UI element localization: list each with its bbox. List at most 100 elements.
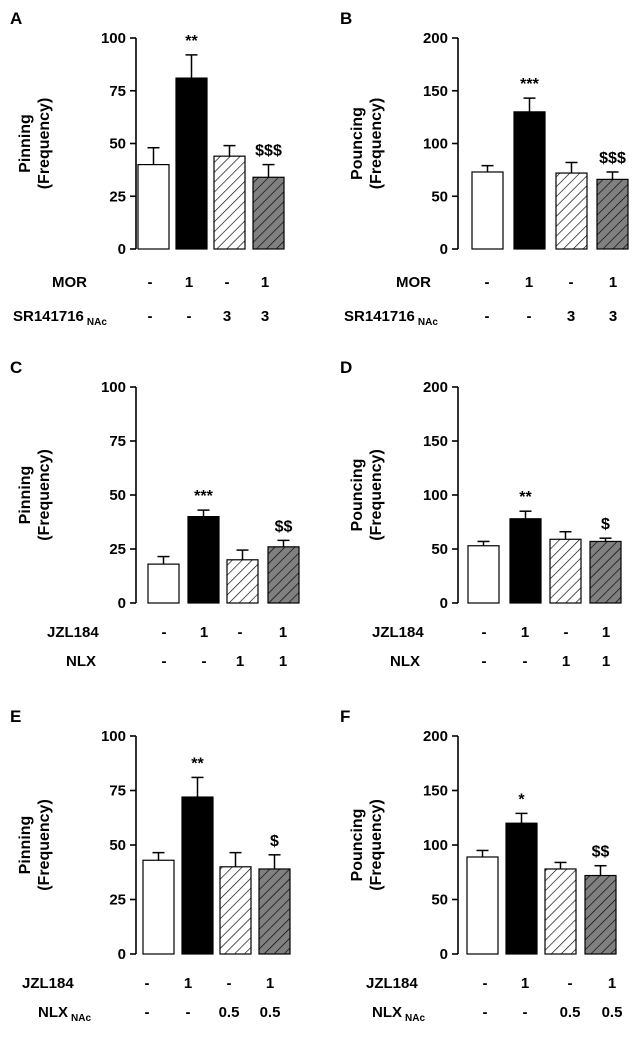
significance-marker: $$ (592, 844, 610, 861)
y-tick-label: 50 (431, 892, 448, 909)
panel-d: D 0 50 100 150 200 Pouncing (Frequency) ** $ JZL18… (340, 358, 622, 670)
treatment-value: - (523, 1004, 528, 1021)
y-axis-label-line: (Frequency) (368, 449, 385, 541)
treatment-row: JZL184 - 1 - 1 (47, 624, 287, 641)
bar-antagonist (213, 155, 246, 250)
y-tick-label: 0 (440, 595, 448, 612)
treatment-value: - (145, 975, 150, 992)
y-tick-label: 0 (118, 241, 126, 258)
treatment-row: JZL184 - 1 - 1 (22, 975, 274, 992)
y-tick-label: 200 (423, 728, 448, 745)
bar-control (137, 164, 170, 250)
y-tick-label: 25 (109, 892, 126, 909)
panel-a: A 0 25 50 75 100 Pinning (Frequency) ** $$$ MOR - 1 -… (10, 9, 285, 328)
treatment-value: - (227, 975, 232, 992)
treatment-subscript: NAc (87, 317, 107, 328)
y-axis-label-line: Pinning (17, 114, 34, 173)
bar-drug (505, 822, 538, 955)
treatment-value: - (485, 308, 490, 325)
y-axis-label: Pouncing (Frequency) (349, 799, 385, 891)
panel-letter: A (10, 9, 22, 28)
bar-control (147, 563, 180, 604)
bar-drug (187, 515, 220, 604)
y-tick-label: 100 (423, 487, 448, 504)
panel-b: B 0 50 100 150 200 Pouncing (Frequency) *** $$$ MO… (340, 9, 629, 328)
y-axis-label-line: (Frequency) (368, 98, 385, 190)
y-axis-label-line: Pouncing (349, 107, 366, 180)
bar-combination (596, 178, 629, 250)
bar-control (467, 545, 500, 604)
treatment-value: - (485, 274, 490, 291)
treatment-value: - (202, 653, 207, 670)
bar-antagonist (555, 172, 588, 250)
treatment-value: 3 (261, 308, 269, 325)
treatment-name: JZL184 (22, 975, 74, 992)
treatment-value: 1 (609, 274, 617, 291)
y-tick-label: 0 (440, 241, 448, 258)
y-tick-label: 50 (109, 136, 126, 153)
treatment-value: 1 (602, 653, 610, 670)
bar-combination (589, 540, 622, 604)
treatment-name: NLX (390, 653, 420, 670)
y-axis-label-line: (Frequency) (368, 799, 385, 891)
treatment-value: 1 (562, 653, 570, 670)
treatment-name: NLX NAc (38, 1004, 91, 1024)
y-tick-label: 100 (101, 379, 126, 396)
y-axis-label-line: (Frequency) (36, 799, 53, 891)
treatment-name: SR141716 NAc (13, 308, 107, 328)
treatment-row: JZL184 - 1 - 1 (372, 624, 610, 641)
y-tick-label: 0 (118, 595, 126, 612)
y-tick-label: 0 (118, 946, 126, 963)
treatment-value: 1 (521, 624, 529, 641)
treatment-value: - (238, 624, 243, 641)
y-tick-label: 75 (109, 83, 126, 100)
treatment-name: SR141716 NAc (344, 308, 438, 328)
bar-antagonist (549, 538, 582, 604)
bar-control (466, 856, 499, 955)
y-tick-label: 150 (423, 783, 448, 800)
y-tick-label: 200 (423, 30, 448, 47)
treatment-value: 0.5 (260, 1004, 281, 1021)
significance-marker: $$ (275, 518, 293, 535)
treatment-row: NLX NAc - - 0.5 0.5 (372, 1004, 622, 1024)
y-axis-label-line: Pouncing (349, 459, 366, 532)
bar-combination (252, 176, 285, 250)
y-axis-label: Pouncing (Frequency) (349, 449, 385, 541)
treatment-subscript: NAc (71, 1013, 91, 1024)
treatment-value: 3 (223, 308, 231, 325)
bar-drug (181, 796, 214, 955)
treatment-value: 1 (279, 624, 287, 641)
panel-c: C 0 25 50 75 100 Pinning (Frequency) *** $$ JZL184… (10, 358, 300, 670)
panel-letter: F (340, 707, 350, 726)
y-tick-label: 150 (423, 433, 448, 450)
treatment-name: MOR (396, 274, 431, 291)
significance-marker: $ (270, 833, 279, 850)
y-tick-label: 200 (423, 379, 448, 396)
treatment-subscript: NAc (418, 317, 438, 328)
y-axis-label: Pinning (Frequency) (17, 98, 53, 190)
significance-marker: *** (194, 488, 213, 505)
y-axis-label-line: (Frequency) (36, 449, 53, 541)
y-tick-label: 0 (440, 946, 448, 963)
panel-f: F 0 50 100 150 200 Pouncing (Frequency) * $$ JZL18… (340, 707, 622, 1024)
treatment-name: MOR (52, 274, 87, 291)
y-axis-label-line: Pinning (17, 816, 34, 875)
panel-letter: C (10, 358, 22, 377)
treatment-value: 1 (602, 624, 610, 641)
y-tick-label: 100 (101, 728, 126, 745)
significance-marker: $$$ (599, 150, 626, 167)
y-tick-label: 50 (431, 188, 448, 205)
treatment-row: NLX NAc - - 0.5 0.5 (38, 1004, 280, 1024)
treatment-value: 1 (279, 653, 287, 670)
treatment-value: - (482, 624, 487, 641)
treatment-value: - (145, 1004, 150, 1021)
treatment-value: 3 (567, 308, 575, 325)
treatment-value: - (482, 653, 487, 670)
significance-marker: *** (520, 76, 539, 93)
treatment-value: - (568, 975, 573, 992)
treatment-row: JZL184 - 1 - 1 (366, 975, 616, 992)
treatment-value: - (527, 308, 532, 325)
y-tick-label: 100 (101, 30, 126, 47)
treatment-value: - (483, 1004, 488, 1021)
y-tick-label: 100 (423, 837, 448, 854)
